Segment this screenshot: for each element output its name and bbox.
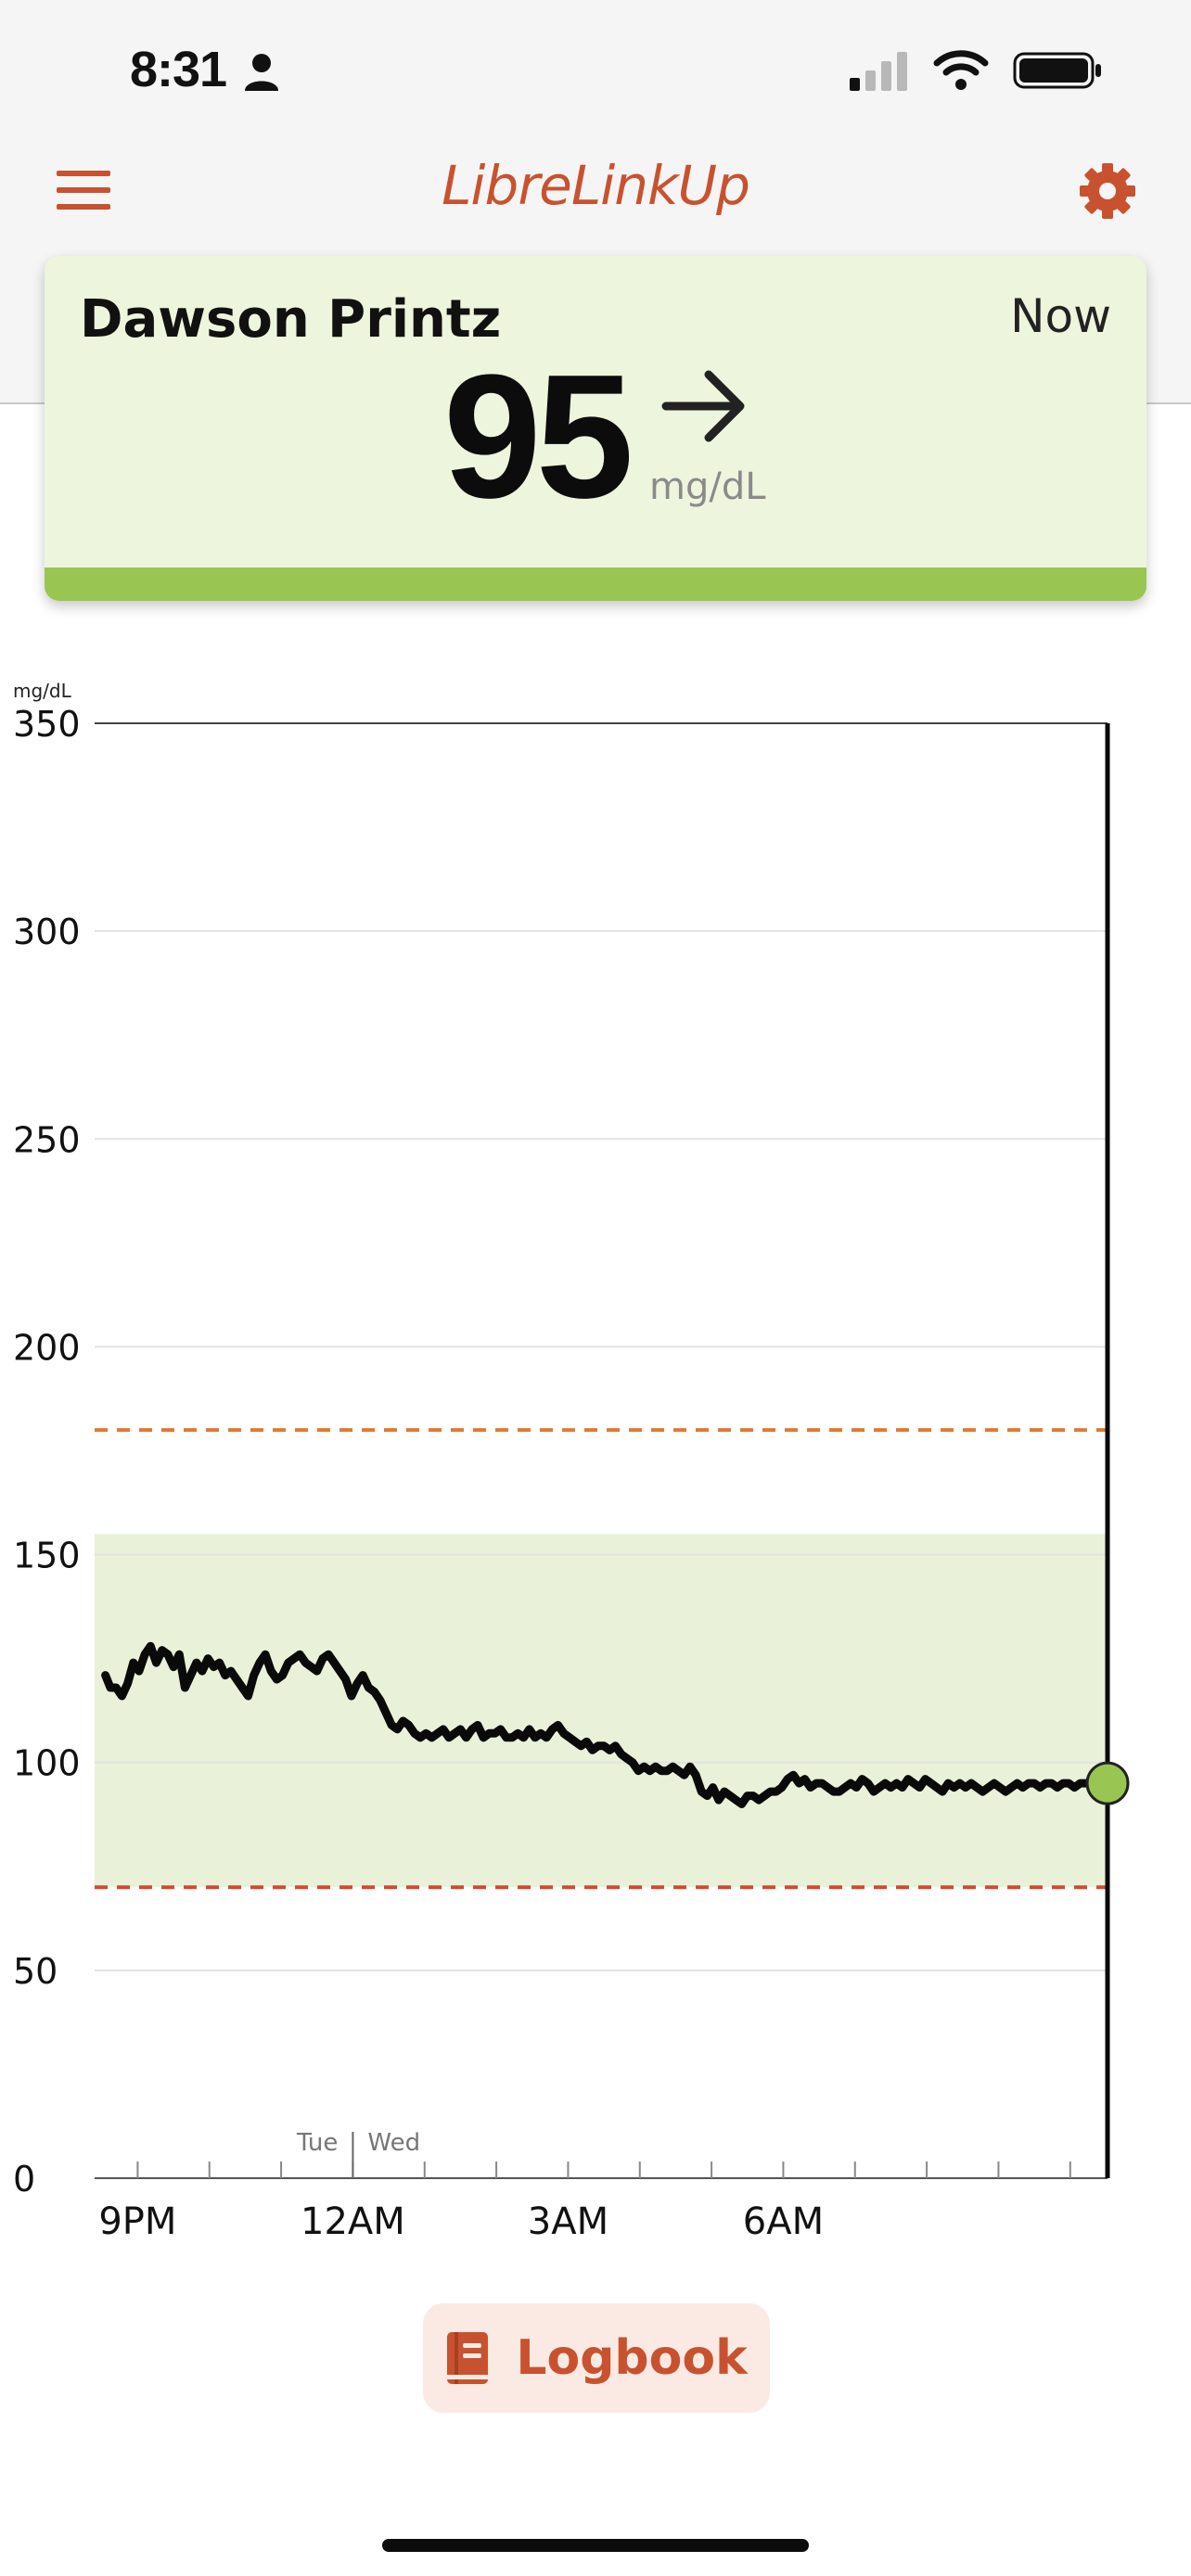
battery-icon bbox=[1013, 52, 1101, 89]
x-tick-label: 9PM bbox=[98, 2200, 176, 2243]
y-tick-label: 50 bbox=[13, 1951, 58, 1992]
arrow-right-icon bbox=[661, 370, 745, 442]
day-label-before: Tue bbox=[296, 2129, 338, 2157]
person-icon bbox=[245, 54, 278, 91]
glucose-unit: mg/dL bbox=[649, 465, 766, 508]
menu-button[interactable] bbox=[56, 167, 111, 213]
glucose-value: 95 bbox=[443, 338, 634, 535]
y-tick-label: 0 bbox=[13, 2159, 35, 2200]
y-tick-label: 150 bbox=[13, 1536, 81, 1576]
x-tick-label: 3AM bbox=[528, 2200, 608, 2243]
glucose-reading-card[interactable]: Dawson Printz Now 95 mg/dL bbox=[45, 256, 1146, 601]
app-title: LibreLinkUp bbox=[442, 154, 750, 217]
home-indicator[interactable] bbox=[382, 2539, 809, 2552]
logbook-button[interactable]: Logbook bbox=[423, 2303, 770, 2413]
signal-icon bbox=[850, 52, 907, 91]
y-tick-label: 200 bbox=[13, 1327, 81, 1368]
day-label-after: Wed bbox=[367, 2129, 420, 2157]
patient-name: Dawson Printz bbox=[80, 289, 502, 350]
y-tick-label: 250 bbox=[13, 1119, 81, 1160]
glucose-chart[interactable]: mg/dL 350 300 250 200 150 100 50 0 9PM 12AM 3AM 6A… bbox=[0, 668, 1191, 2244]
glucose-line bbox=[101, 1641, 1108, 1808]
y-tick-label: 100 bbox=[13, 1743, 81, 1784]
logbook-label: Logbook bbox=[516, 2330, 748, 2386]
status-icons bbox=[850, 48, 1102, 93]
x-tick-label: 6AM bbox=[743, 2200, 824, 2243]
status-time: 8:31 bbox=[130, 42, 227, 97]
hamburger-menu-icon bbox=[57, 171, 110, 210]
status-bar: 8:31 bbox=[0, 0, 1191, 139]
current-reading-point bbox=[1085, 1761, 1130, 1805]
settings-button[interactable] bbox=[1078, 161, 1137, 221]
y-axis-unit: mg/dL bbox=[13, 680, 72, 702]
reading-time: Now bbox=[1010, 289, 1111, 343]
y-tick-label: 300 bbox=[13, 912, 81, 952]
x-tick-label: 12AM bbox=[301, 2200, 405, 2243]
wifi-icon bbox=[933, 50, 989, 90]
gear-icon bbox=[1080, 163, 1135, 219]
status-color-bar bbox=[45, 567, 1146, 601]
book-icon bbox=[447, 2332, 489, 2384]
target-range-band bbox=[95, 1534, 1108, 1888]
y-tick-label: 350 bbox=[13, 704, 81, 745]
